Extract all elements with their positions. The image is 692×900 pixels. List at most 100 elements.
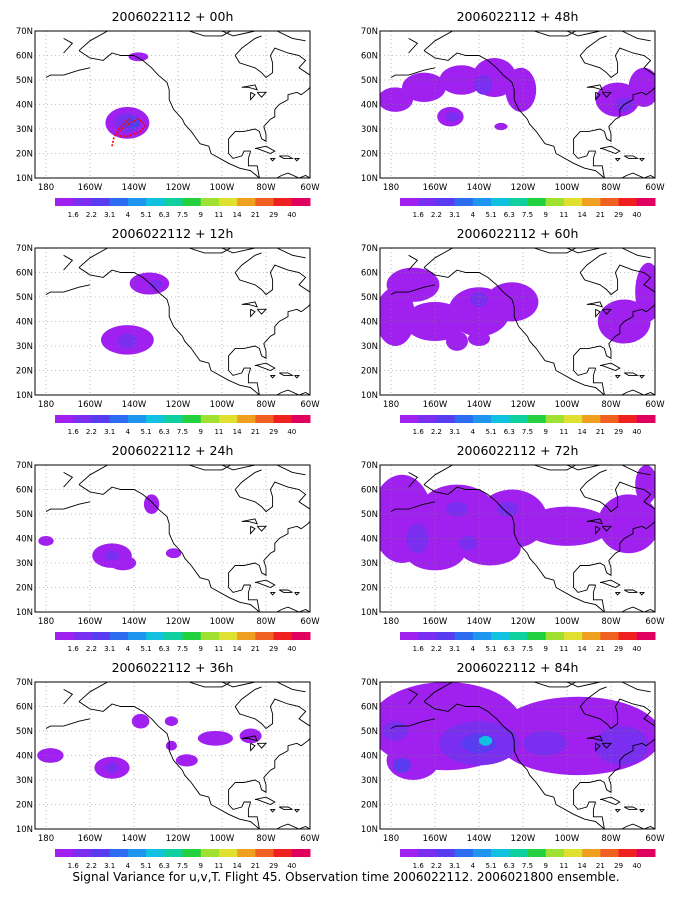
variance-contour (523, 731, 567, 756)
colorbar-swatch (400, 849, 419, 857)
x-tick-label: 100W (555, 400, 580, 410)
coastline-segment (259, 389, 310, 395)
variance-field (380, 262, 655, 351)
coastline-segment (250, 91, 256, 101)
coastline-segment (228, 738, 310, 810)
colorbar-label: 21 (596, 645, 605, 653)
map-panels: 2006022112 + 00h 10N 20N 30N 40N 50N 60N 70N 180… (16, 9, 665, 868)
x-tick-label: 80W (601, 400, 621, 410)
coastline-segment (247, 150, 260, 178)
colorbar-label: 4 (471, 645, 476, 653)
coastline-segment (247, 367, 260, 395)
coastline-segment (586, 518, 604, 525)
colorbar-swatch (164, 849, 183, 857)
x-tick-label: 160W (78, 834, 103, 844)
colorbar-swatch (618, 632, 638, 640)
map-frame (379, 247, 656, 396)
variance-contour (380, 287, 416, 346)
coastline-segment (294, 591, 300, 596)
coastline-segment (599, 145, 621, 154)
y-tick-label: 50N (16, 293, 33, 303)
variance-contour (496, 501, 519, 517)
x-tick-label: 60W (300, 834, 320, 844)
variance-contour (406, 523, 429, 554)
x-tick-label: 120W (166, 183, 191, 193)
y-tick-label: 40N (361, 101, 378, 111)
coastline-segment (188, 31, 232, 37)
colorbar-swatch (255, 415, 275, 423)
colorbar: 1.6 2.2 3.1 4 5.1 6.3 7.5 9 11 14 21 29 40 (400, 415, 656, 436)
coastline-segment (234, 35, 310, 79)
coastline-segment (423, 484, 605, 612)
x-tick-label: 120W (166, 834, 191, 844)
y-tick-label: 50N (16, 510, 33, 520)
coastline-segment (595, 525, 601, 535)
map-panel: 2006022112 + 48h 10N 20N 30N 40N 50N 60N 70N 180… (361, 9, 665, 219)
colorbar-swatch (618, 198, 638, 206)
colorbar-label: 2.2 (431, 862, 442, 868)
variance-contour (523, 506, 611, 546)
colorbar-swatch (127, 198, 147, 206)
variance-contour (494, 122, 508, 131)
coastline-segment (592, 367, 605, 395)
colorbar-label: 14 (233, 862, 242, 868)
coastline-segment (241, 301, 259, 308)
colorbar-label: 9 (198, 428, 202, 436)
colorbar-label: 29 (269, 645, 278, 653)
colorbar-label: 40 (632, 211, 641, 219)
colorbar-swatch (200, 632, 220, 640)
y-tick-label: 20N (361, 584, 378, 594)
colorbar-label: 11 (214, 211, 223, 219)
coastline-segment (254, 362, 276, 371)
y-tick-label: 60N (361, 486, 378, 496)
colorbar-label: 2.2 (86, 645, 97, 653)
colorbar-label: 6.3 (504, 211, 515, 219)
colorbar-swatch (237, 849, 256, 857)
coastline-segment (256, 91, 268, 98)
colorbar-label: 14 (233, 645, 242, 653)
coastline-segment (579, 469, 655, 513)
y-tick-label: 50N (361, 293, 378, 303)
colorbar-swatch (454, 632, 474, 640)
x-tick-label: 120W (511, 617, 536, 627)
colorbar-swatch (237, 632, 256, 640)
x-tick-label: 60W (300, 400, 320, 410)
colorbar: 1.6 2.2 3.1 4 5.1 6.3 7.5 9 11 14 21 29 40 (55, 849, 311, 868)
colorbar-label: 40 (287, 428, 296, 436)
coastline-segment (423, 248, 501, 268)
colorbar-swatch (509, 198, 528, 206)
coastline-segment (78, 248, 156, 268)
variance-contour (128, 52, 149, 62)
y-tick-label: 70N (16, 461, 33, 471)
colorbar: 1.6 2.2 3.1 4 5.1 6.3 7.5 9 11 14 21 29 40 (400, 198, 656, 219)
coastline-segment (592, 150, 605, 178)
colorbar-swatch (109, 415, 129, 423)
coastline-segment (566, 248, 651, 259)
coastline-segment (586, 84, 604, 91)
colorbar-swatch (146, 632, 165, 640)
colorbar-swatch (582, 198, 601, 206)
coastline-segment (234, 469, 310, 513)
x-tick-label: 180 (383, 400, 399, 410)
y-tick-label: 40N (361, 535, 378, 545)
colorbar-swatch (182, 849, 202, 857)
colorbar-swatch (509, 849, 528, 857)
colorbar-swatch (73, 198, 92, 206)
coastline-segment (78, 465, 156, 485)
colorbar-swatch (582, 415, 601, 423)
coastline-segment (599, 796, 621, 805)
x-tick-label: 140W (122, 617, 147, 627)
colorbar-label: 21 (596, 862, 605, 868)
coastline-segment (595, 742, 601, 752)
gridlines (35, 682, 310, 829)
variance-contour (149, 279, 163, 290)
coastline-segment (423, 701, 605, 829)
map-frame (34, 681, 311, 830)
coastline-segment (270, 374, 276, 379)
colorbar-label: 3.1 (449, 645, 460, 653)
colorbar-label: 21 (596, 428, 605, 436)
y-tick-label: 10N (16, 174, 33, 184)
colorbar-label: 4 (126, 211, 131, 219)
map-panel: 2006022112 + 84h 10N 20N 30N 40N 50N 60N 70N 180… (361, 660, 665, 868)
